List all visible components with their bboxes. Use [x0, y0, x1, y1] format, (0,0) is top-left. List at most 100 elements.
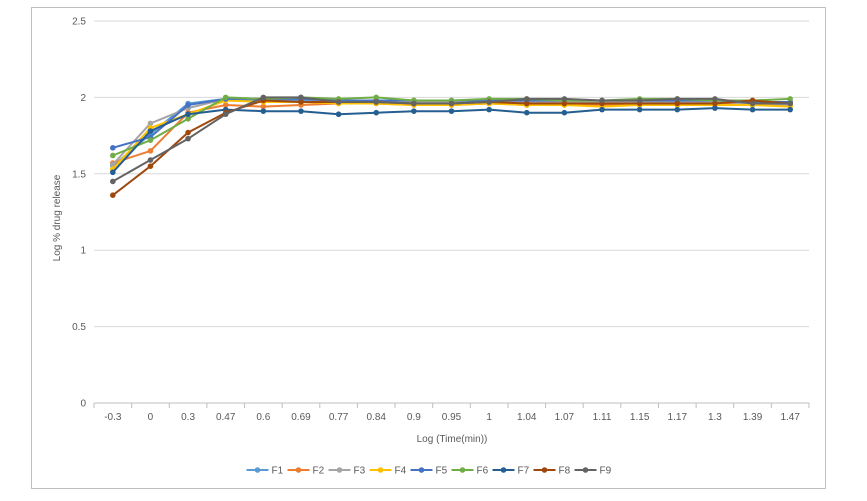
legend-marker	[541, 467, 548, 473]
legend-label: F5	[436, 466, 448, 477]
series-line	[112, 99, 791, 196]
x-tick-label: 1.11	[593, 412, 612, 423]
series-f7	[110, 105, 793, 176]
y-tick-label: 0	[80, 399, 86, 410]
x-tick-label: 0.95	[442, 412, 462, 423]
data-point	[260, 103, 267, 110]
x-tick-label: 1.39	[743, 412, 763, 423]
y-tick-label: 1.5	[72, 169, 86, 180]
data-point	[448, 108, 455, 114]
legend-item: F2	[287, 466, 325, 477]
data-point	[712, 96, 718, 102]
x-tick-label: 0	[148, 412, 154, 423]
data-point	[373, 99, 380, 105]
data-point	[298, 99, 304, 105]
legend-label: F3	[354, 466, 366, 477]
x-tick-label: 0.9	[407, 412, 421, 423]
data-point	[523, 96, 530, 102]
data-point	[373, 109, 380, 116]
data-point	[222, 94, 229, 101]
data-point	[110, 178, 116, 185]
data-point	[749, 100, 756, 107]
data-point	[185, 115, 191, 122]
data-point	[523, 100, 530, 107]
x-tick-label: 1	[486, 412, 492, 423]
legend-marker	[336, 467, 343, 473]
series-lines	[110, 94, 793, 198]
legend-label: F8	[559, 466, 571, 477]
line-chart: 0 0.5 1 1.5 2 2.5 -0.3 0 0.3 0.47 0.6 0.69 0.77 0.84 0…	[52, 17, 810, 477]
x-tick-label: 1.47	[780, 412, 800, 423]
data-point	[110, 169, 116, 176]
data-point	[599, 106, 605, 113]
x-tick-label: 1.3	[708, 412, 722, 423]
y-tick-label: 2.5	[72, 17, 86, 28]
legend-item: F8	[533, 466, 571, 477]
data-point	[636, 106, 643, 113]
data-point	[561, 109, 568, 116]
data-point	[147, 137, 154, 143]
data-point	[411, 100, 417, 107]
data-point	[222, 102, 229, 108]
data-point	[335, 111, 342, 118]
x-tick-label: 0.77	[329, 412, 349, 423]
data-point	[298, 94, 304, 101]
data-point	[110, 152, 116, 159]
x-tick-label: -0.3	[104, 412, 122, 423]
data-point	[147, 120, 154, 127]
y-tick-label: 1	[80, 246, 86, 257]
x-tick-label: 1.15	[630, 412, 650, 423]
legend-item: F3	[328, 466, 366, 477]
data-point	[298, 108, 304, 114]
x-axis-title: Log (Time(min))	[417, 434, 488, 445]
data-point	[486, 106, 492, 113]
data-point	[260, 94, 267, 101]
data-point	[185, 135, 191, 142]
data-point	[712, 100, 718, 107]
data-point	[523, 109, 530, 116]
legend-item: F5	[410, 466, 448, 477]
legend-marker	[418, 467, 425, 473]
legend-marker	[254, 467, 261, 473]
data-point	[185, 129, 191, 136]
data-point	[674, 96, 681, 102]
legend-item: F1	[246, 466, 284, 477]
legend-item: F9	[574, 466, 612, 477]
data-point	[561, 96, 568, 102]
x-tick-label: 0.84	[367, 412, 387, 423]
data-point	[486, 99, 492, 105]
data-point	[110, 192, 116, 198]
x-tick-label: 0.47	[216, 412, 236, 423]
legend-label: F1	[272, 466, 284, 477]
axes: 0 0.5 1 1.5 2 2.5 -0.3 0 0.3 0.47 0.6 0.69 0.77 0.84 0…	[72, 17, 810, 423]
data-point	[335, 99, 342, 105]
legend-item: F7	[492, 466, 530, 477]
x-tick-label: 1.04	[517, 412, 537, 423]
data-point	[222, 111, 229, 118]
data-point	[185, 102, 191, 108]
data-point	[749, 106, 756, 113]
series-f9	[110, 94, 793, 185]
x-tick-label: 0.3	[181, 412, 195, 423]
data-point	[147, 148, 154, 154]
legend-item: F6	[451, 466, 489, 477]
data-point	[448, 100, 455, 107]
chart-frame: 0 0.5 1 1.5 2 2.5 -0.3 0 0.3 0.47 0.6 0.69 0.77 0.84 0…	[31, 7, 826, 489]
x-tick-label: 0.6	[256, 412, 270, 423]
data-point	[561, 100, 568, 107]
y-tick-label: 2	[80, 93, 86, 104]
data-point	[110, 161, 116, 168]
legend-marker	[459, 467, 466, 473]
x-tick-label: 0.69	[291, 412, 311, 423]
legend-label: F7	[518, 466, 530, 477]
data-point	[787, 106, 793, 113]
legend: F1 F2 F3 F4 F5 F6 F7 F8 F9	[246, 466, 612, 477]
legend-marker	[377, 467, 384, 473]
data-point	[147, 163, 154, 169]
y-tick-label: 0.5	[72, 322, 86, 333]
data-point	[674, 100, 681, 107]
data-point	[674, 106, 681, 113]
data-point	[599, 97, 605, 104]
legend-label: F4	[395, 466, 407, 477]
data-point	[147, 157, 154, 163]
